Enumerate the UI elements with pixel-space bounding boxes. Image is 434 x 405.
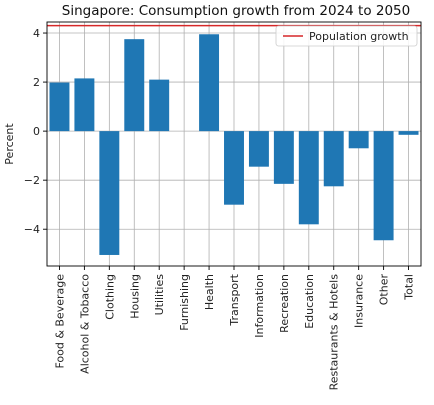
bar: [348, 131, 369, 149]
legend: Population growth: [275, 25, 418, 47]
x-tick-label: Health: [203, 274, 216, 310]
x-axis-ticks: Food & Beverage Alcohol & Tobacco Clothing…: [53, 266, 416, 391]
x-tick-label: Education: [303, 274, 316, 329]
x-tick-label: Utilities: [153, 274, 166, 316]
x-tick-label: Information: [253, 274, 266, 338]
chart-title: Singapore: Consumption growth from 2024 …: [62, 3, 410, 19]
y-tick-label: 4: [33, 27, 40, 40]
y-tick-label: −2: [24, 174, 40, 187]
legend-box: [275, 25, 418, 47]
x-tick-label: Total: [403, 274, 416, 301]
bar: [124, 39, 145, 132]
x-tick-label: Insurance: [353, 274, 366, 328]
x-tick-label: Recreation: [278, 274, 291, 333]
y-tick-label: −4: [24, 223, 40, 236]
x-tick-label: Restaurants & Hotels: [328, 274, 341, 391]
x-tick-label: Alcohol & Tobacco: [78, 274, 91, 374]
x-tick-label: Clothing: [103, 274, 116, 320]
bar: [74, 78, 95, 132]
y-axis-ticks: −4 −2 0 2 4: [24, 27, 47, 236]
bar: [248, 131, 269, 167]
x-tick-label: Food & Beverage: [53, 274, 66, 369]
bar: [199, 34, 220, 132]
bar: [298, 131, 319, 225]
bars: [49, 34, 419, 255]
bar: [398, 131, 419, 135]
x-tick-label: Housing: [128, 274, 141, 319]
x-tick-label: Transport: [228, 273, 241, 326]
x-tick-label: Other: [378, 274, 391, 306]
bar: [273, 131, 294, 184]
bar: [99, 131, 120, 255]
bar: [49, 82, 70, 132]
legend-label: Population growth: [309, 30, 409, 43]
bar: [149, 79, 170, 132]
x-tick-label: Furnishing: [178, 274, 191, 331]
bar: [373, 131, 394, 241]
y-tick-label: 2: [33, 76, 40, 89]
bar: [224, 131, 244, 205]
bar: [323, 131, 344, 187]
y-tick-label: 0: [33, 125, 40, 138]
y-axis-label: Percent: [3, 123, 16, 165]
